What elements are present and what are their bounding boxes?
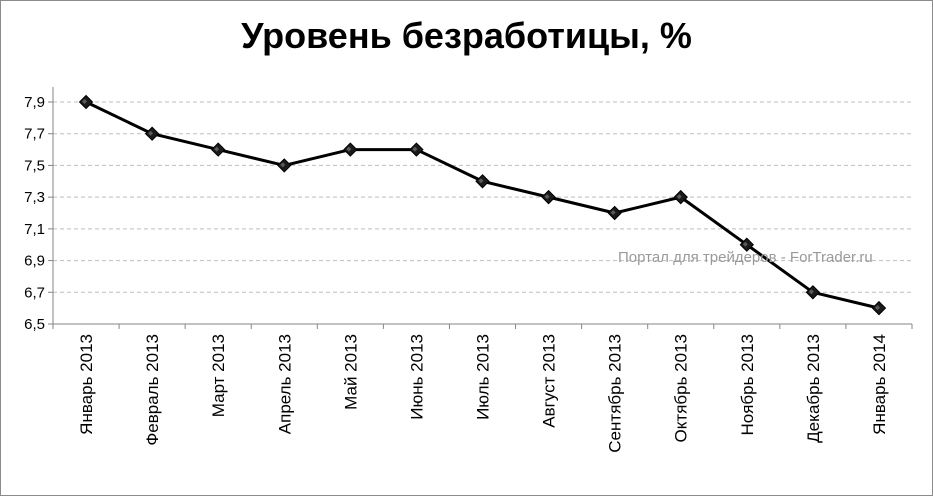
- x-tick-label: Январь 2013: [77, 334, 96, 435]
- axes: [48, 87, 913, 329]
- data-point-marker-highlight: [280, 162, 286, 168]
- data-point-marker-highlight: [82, 99, 88, 104]
- x-tick-label: Сентябрь 2013: [606, 334, 625, 453]
- watermark-text: Портал для трейдеров - ForTrader.ru: [618, 249, 873, 266]
- data-point-marker-highlight: [346, 146, 352, 152]
- y-tick-label: 7,7: [24, 126, 45, 143]
- y-tick-label: 6,5: [24, 316, 45, 333]
- series-line: [85, 100, 880, 310]
- y-tick-label: 7,5: [24, 157, 45, 174]
- x-tick-label: Октябрь 2013: [672, 334, 691, 442]
- gridlines: [53, 101, 912, 293]
- data-point-marker-highlight: [148, 130, 154, 136]
- x-tick-label: Июль 2013: [474, 334, 493, 420]
- data-point-marker-highlight: [544, 194, 550, 200]
- data-point-marker-highlight: [412, 146, 418, 152]
- x-tick-label: Март 2013: [209, 334, 228, 417]
- x-tick-label: Август 2013: [540, 334, 559, 428]
- data-point-marker-highlight: [610, 210, 616, 215]
- chart-title: Уровень безработицы, %: [241, 15, 692, 56]
- series-markers: [78, 94, 887, 316]
- y-tick-label: 6,9: [24, 253, 45, 270]
- data-point-marker-highlight: [676, 194, 682, 200]
- y-tick-label: 7,3: [24, 189, 45, 206]
- x-tick-label: Февраль 2013: [143, 334, 162, 446]
- x-tick-label: Ноябрь 2013: [738, 334, 757, 436]
- x-tick-label: Апрель 2013: [275, 334, 294, 434]
- x-tick-label: Январь 2014: [870, 334, 889, 435]
- x-tick-label: Май 2013: [341, 334, 360, 410]
- series-line-path: [85, 100, 880, 310]
- y-axis-tick-labels: 6,5 6,7 6,9 7,1 7,3 7,5 7,7 7,9: [24, 94, 45, 333]
- y-tick-label: 7,9: [24, 94, 45, 111]
- y-tick-label: 6,7: [24, 284, 45, 301]
- x-tick-label: Декабрь 2013: [804, 334, 823, 443]
- x-axis-tick-labels: Январь 2013 Февраль 2013 Март 2013 Апрель 2…: [77, 334, 889, 453]
- data-point-marker-highlight: [214, 146, 220, 152]
- data-point-marker-highlight: [742, 241, 748, 247]
- data-point-marker-highlight: [874, 305, 880, 311]
- x-tick-label: Июнь 2013: [407, 334, 426, 420]
- data-point-marker-highlight: [478, 178, 484, 184]
- y-tick-label: 7,1: [24, 221, 45, 238]
- data-point-marker-highlight: [808, 289, 814, 295]
